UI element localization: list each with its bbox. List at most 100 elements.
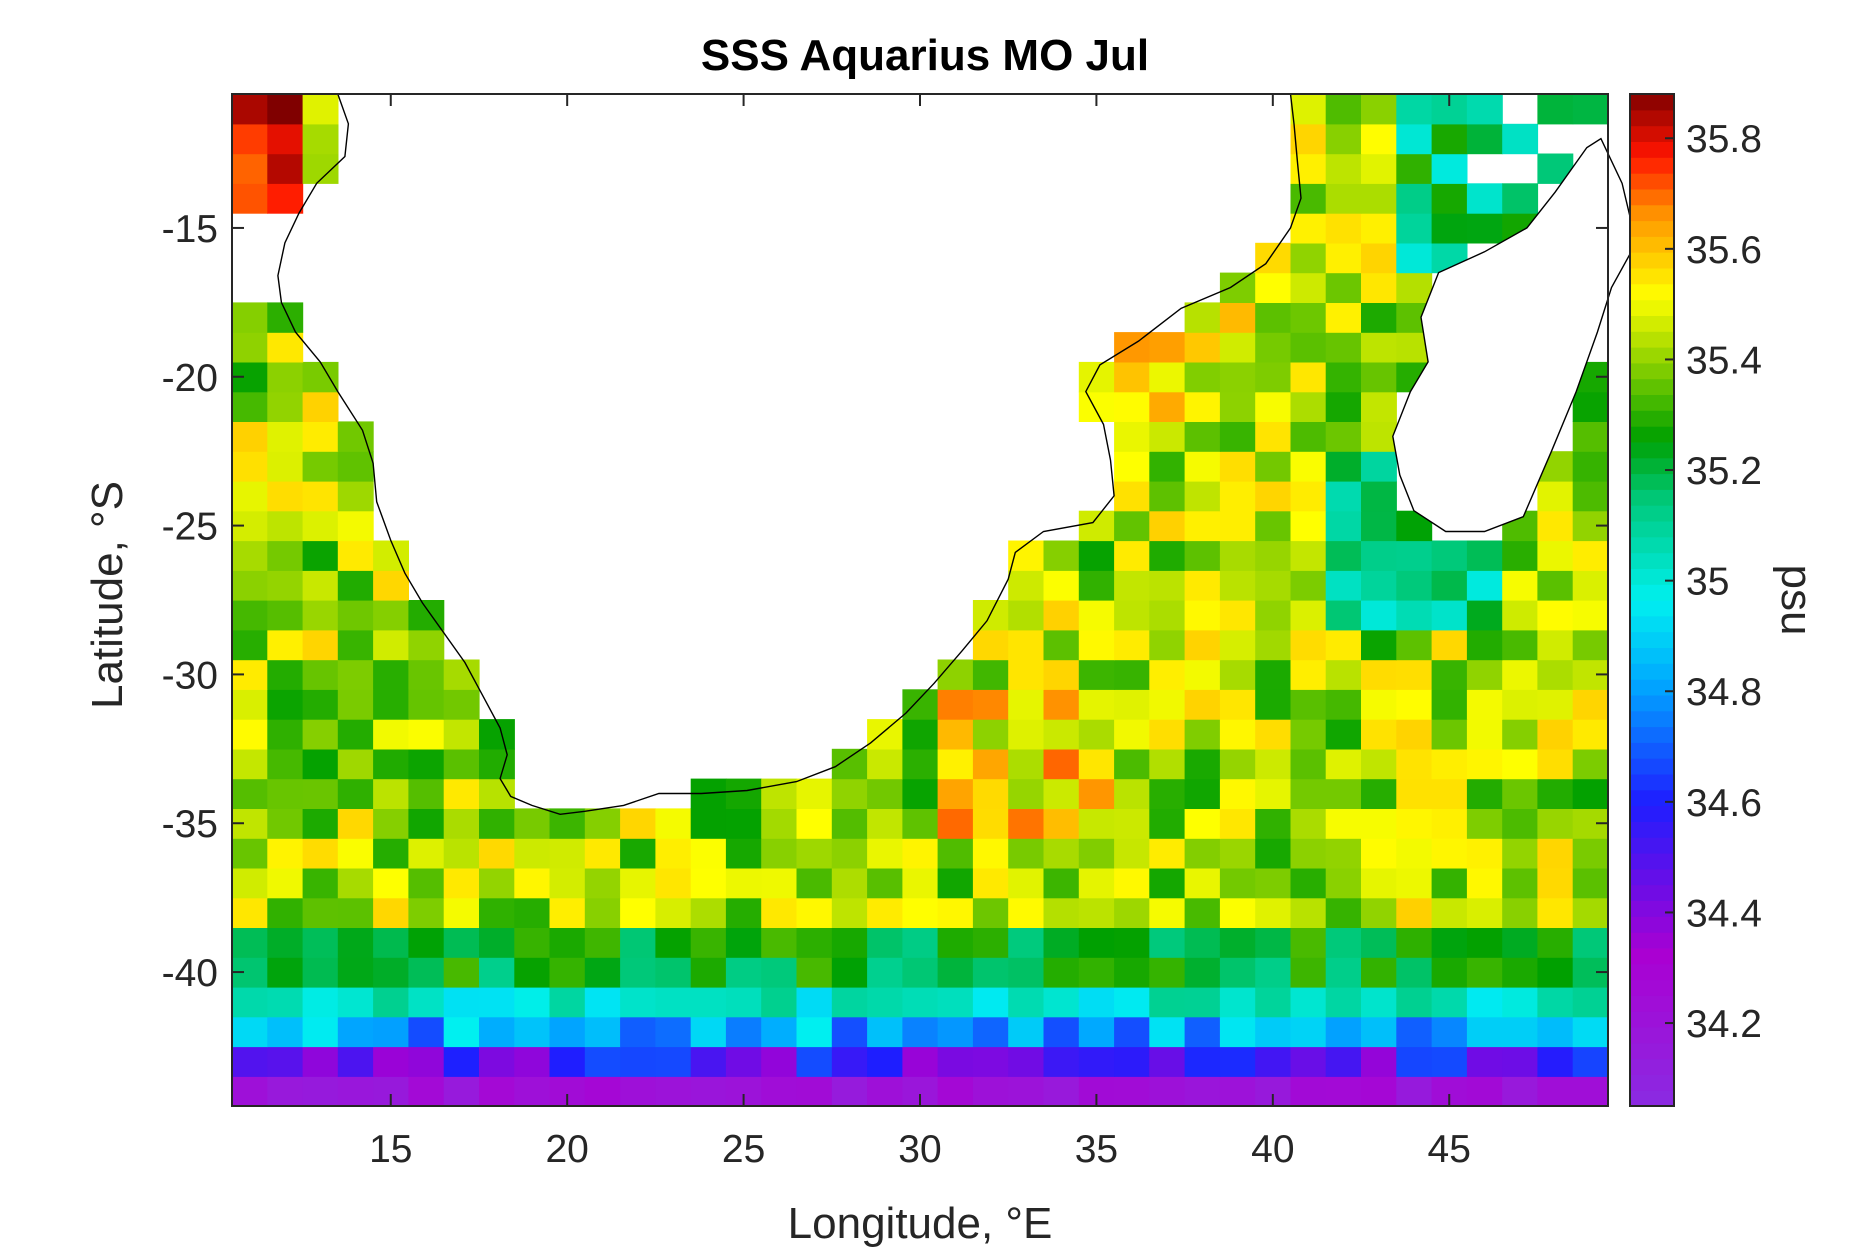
salinity-cell	[902, 897, 939, 928]
colorbar-swatch	[1630, 378, 1674, 395]
salinity-cell	[443, 897, 480, 928]
salinity-cell	[1325, 272, 1362, 303]
colorbar-swatch	[1630, 94, 1674, 111]
salinity-cell	[831, 778, 868, 809]
salinity-cell	[1325, 1076, 1362, 1107]
salinity-cell	[514, 1076, 551, 1107]
colorbar-swatch	[1630, 331, 1674, 348]
salinity-cell	[232, 927, 268, 958]
salinity-cell	[1114, 540, 1150, 571]
salinity-cell	[1219, 480, 1256, 512]
salinity-cell	[620, 1016, 656, 1048]
salinity-cell	[1361, 1076, 1397, 1107]
salinity-cell	[1184, 332, 1221, 363]
salinity-cell	[373, 719, 409, 750]
salinity-cell	[725, 927, 762, 958]
salinity-cell	[1114, 808, 1150, 839]
salinity-cell	[373, 808, 409, 839]
salinity-cell	[972, 748, 1009, 780]
salinity-cell	[584, 957, 621, 988]
salinity-cell	[761, 986, 798, 1018]
salinity-cell	[937, 778, 974, 809]
salinity-cell	[655, 838, 692, 869]
salinity-cell	[1290, 629, 1327, 661]
salinity-cell	[1043, 719, 1080, 750]
salinity-cell	[1114, 927, 1150, 958]
salinity-cell	[690, 897, 727, 928]
salinity-cell	[1537, 867, 1574, 899]
salinity-cell	[1149, 808, 1186, 839]
salinity-cell	[972, 897, 1009, 928]
salinity-cell	[1290, 719, 1327, 750]
colorbar-swatch	[1630, 853, 1674, 870]
salinity-cell	[232, 451, 268, 482]
salinity-cell	[867, 867, 903, 899]
salinity-cell	[549, 1016, 586, 1048]
salinity-cell	[514, 838, 551, 869]
salinity-cell	[302, 659, 339, 690]
salinity-cell	[1396, 629, 1433, 661]
colorbar-swatch	[1630, 1026, 1674, 1044]
salinity-cell	[1290, 332, 1327, 363]
colorbar-tick-label: 34.2	[1686, 1003, 1762, 1046]
salinity-cell	[690, 986, 727, 1018]
coastline	[277, 93, 1302, 816]
salinity-cell	[1396, 719, 1433, 750]
salinity-cell	[232, 540, 268, 571]
salinity-cell	[1325, 897, 1362, 928]
salinity-cell	[1219, 957, 1256, 988]
salinity-cell	[549, 1046, 586, 1077]
salinity-cell	[655, 1046, 692, 1077]
salinity-cell	[1149, 748, 1186, 780]
salinity-cell	[1290, 1076, 1327, 1107]
salinity-cell	[1043, 867, 1080, 899]
salinity-cell	[408, 986, 445, 1018]
colorbar-swatch	[1630, 710, 1674, 728]
salinity-cell	[796, 1046, 833, 1077]
salinity-cell	[902, 838, 939, 869]
salinity-cell	[232, 421, 268, 452]
salinity-cell	[1325, 748, 1362, 780]
salinity-cell	[655, 1076, 692, 1107]
colorbar-swatch	[1630, 837, 1674, 854]
salinity-cell	[1431, 748, 1468, 780]
salinity-cell	[267, 927, 304, 958]
salinity-cell	[337, 838, 374, 869]
salinity-cell	[1290, 748, 1327, 780]
salinity-cell	[1008, 629, 1045, 661]
salinity-cell	[1537, 778, 1574, 809]
salinity-cell	[1078, 510, 1115, 542]
salinity-cell	[1255, 838, 1292, 869]
salinity-cell	[1149, 957, 1186, 988]
salinity-cell	[1255, 1016, 1292, 1048]
salinity-cell	[514, 808, 551, 839]
salinity-cell	[267, 808, 304, 839]
salinity-cell	[232, 153, 268, 184]
salinity-cell	[690, 957, 727, 988]
salinity-cell	[1114, 1076, 1150, 1107]
salinity-cell	[902, 808, 939, 839]
salinity-cell	[1149, 361, 1186, 393]
salinity-cell	[1043, 1016, 1080, 1048]
salinity-cell	[1114, 838, 1150, 869]
salinity-cell	[831, 927, 868, 958]
salinity-cell	[373, 838, 409, 869]
salinity-cell	[1043, 600, 1080, 631]
salinity-cell	[1149, 480, 1186, 512]
salinity-cell	[1502, 748, 1539, 780]
salinity-cell	[1219, 272, 1256, 303]
colorbar-tick-label: 34.4	[1686, 892, 1762, 935]
salinity-cell	[1572, 94, 1609, 125]
salinity-cell	[1255, 689, 1292, 720]
salinity-cell	[1184, 600, 1221, 631]
salinity-cell	[1290, 391, 1327, 422]
salinity-cell	[232, 332, 268, 363]
salinity-cell	[1537, 689, 1574, 720]
salinity-cell	[302, 808, 339, 839]
salinity-cell	[584, 808, 621, 839]
salinity-cell	[1219, 1016, 1256, 1048]
salinity-cell	[902, 986, 939, 1018]
salinity-cell	[267, 600, 304, 631]
colorbar-tick-label: 35.6	[1686, 229, 1762, 272]
salinity-cell	[1537, 838, 1574, 869]
